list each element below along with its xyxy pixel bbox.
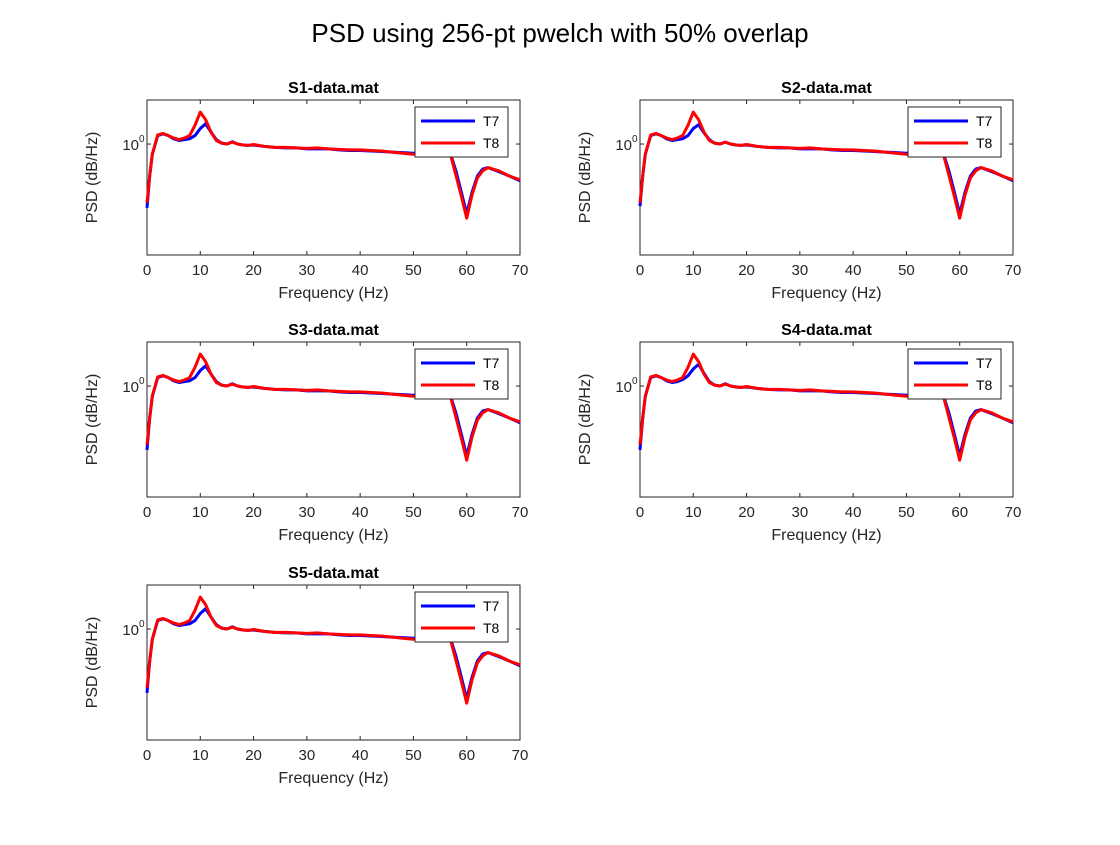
figure-title: PSD using 256-pt pwelch with 50% overlap (311, 18, 809, 48)
series-line-t8 (638, 110, 1014, 220)
y-tick-label: 10 (615, 137, 632, 154)
y-tick-label: 10 (122, 137, 139, 154)
x-tick-label: 70 (512, 262, 529, 279)
x-tick-label: 10 (685, 504, 702, 521)
subplot-title: S3-data.mat (288, 322, 379, 339)
x-tick-label: 60 (951, 504, 968, 521)
x-axis-label: Frequency (Hz) (771, 527, 881, 544)
x-axis-label: Frequency (Hz) (278, 285, 388, 302)
x-tick-label: 10 (685, 262, 702, 279)
legend-label-t8: T8 (483, 135, 500, 151)
legend-label-t8: T8 (483, 377, 500, 393)
x-tick-label: 30 (792, 262, 809, 279)
y-axis-label: PSD (dB/Hz) (84, 617, 101, 709)
x-tick-label: 10 (192, 262, 209, 279)
x-tick-label: 0 (143, 747, 151, 764)
legend-label-t8: T8 (976, 377, 993, 393)
y-tick-label: 10 (615, 379, 632, 396)
y-tick-exponent: 0 (139, 134, 145, 145)
x-tick-label: 30 (792, 504, 809, 521)
x-tick-label: 40 (352, 747, 369, 764)
x-tick-label: 40 (352, 262, 369, 279)
x-tick-label: 10 (192, 504, 209, 521)
y-tick-label: 10 (122, 622, 139, 639)
legend-box (907, 106, 1002, 158)
x-tick-label: 60 (458, 747, 475, 764)
x-axis-label: Frequency (Hz) (278, 770, 388, 787)
x-tick-label: 0 (143, 262, 151, 279)
legend-label-t8: T8 (483, 620, 500, 636)
x-tick-label: 70 (1005, 504, 1022, 521)
y-axis-label: PSD (dB/Hz) (577, 132, 594, 224)
legend-label-t7: T7 (483, 598, 500, 614)
y-axis-label: PSD (dB/Hz) (577, 374, 594, 466)
x-tick-label: 30 (299, 262, 316, 279)
series-line-t8 (145, 595, 521, 705)
x-tick-label: 40 (352, 504, 369, 521)
x-tick-label: 50 (405, 504, 422, 521)
subplot-title: S5-data.mat (288, 565, 379, 582)
y-tick-exponent: 0 (632, 376, 638, 387)
x-tick-label: 60 (951, 262, 968, 279)
x-tick-label: 50 (405, 747, 422, 764)
series-line-t8 (145, 110, 521, 220)
x-tick-label: 0 (143, 504, 151, 521)
x-axis-label: Frequency (Hz) (771, 285, 881, 302)
y-tick-label: 10 (122, 379, 139, 396)
y-axis-label: PSD (dB/Hz) (84, 132, 101, 224)
legend-box (414, 106, 509, 158)
x-tick-label: 20 (738, 262, 755, 279)
x-tick-label: 30 (299, 747, 316, 764)
legend-label-t7: T7 (976, 355, 993, 371)
legend-label-t7: T7 (976, 113, 993, 129)
x-tick-label: 0 (636, 504, 644, 521)
subplot-title: S2-data.mat (781, 80, 872, 97)
x-tick-label: 30 (299, 504, 316, 521)
y-axis-label: PSD (dB/Hz) (84, 374, 101, 466)
legend-box (414, 348, 509, 400)
x-tick-label: 70 (512, 504, 529, 521)
x-tick-label: 20 (245, 262, 262, 279)
x-tick-label: 40 (845, 504, 862, 521)
x-tick-label: 20 (245, 747, 262, 764)
x-tick-label: 70 (1005, 262, 1022, 279)
x-tick-label: 60 (458, 262, 475, 279)
x-tick-label: 50 (898, 262, 915, 279)
x-tick-label: 10 (192, 747, 209, 764)
x-tick-label: 50 (405, 262, 422, 279)
y-tick-exponent: 0 (632, 134, 638, 145)
legend-label-t7: T7 (483, 113, 500, 129)
x-tick-label: 0 (636, 262, 644, 279)
legend-label-t7: T7 (483, 355, 500, 371)
y-tick-exponent: 0 (139, 376, 145, 387)
legend-box (414, 591, 509, 643)
x-tick-label: 40 (845, 262, 862, 279)
legend-box (907, 348, 1002, 400)
x-tick-label: 50 (898, 504, 915, 521)
legend-label-t8: T8 (976, 135, 993, 151)
x-tick-label: 20 (738, 504, 755, 521)
subplot-title: S1-data.mat (288, 80, 379, 97)
series-line-t8 (638, 352, 1014, 462)
x-axis-label: Frequency (Hz) (278, 527, 388, 544)
x-tick-label: 70 (512, 747, 529, 764)
series-line-t8 (145, 352, 521, 462)
subplot-title: S4-data.mat (781, 322, 872, 339)
y-tick-exponent: 0 (139, 619, 145, 630)
x-tick-label: 20 (245, 504, 262, 521)
x-tick-label: 60 (458, 504, 475, 521)
